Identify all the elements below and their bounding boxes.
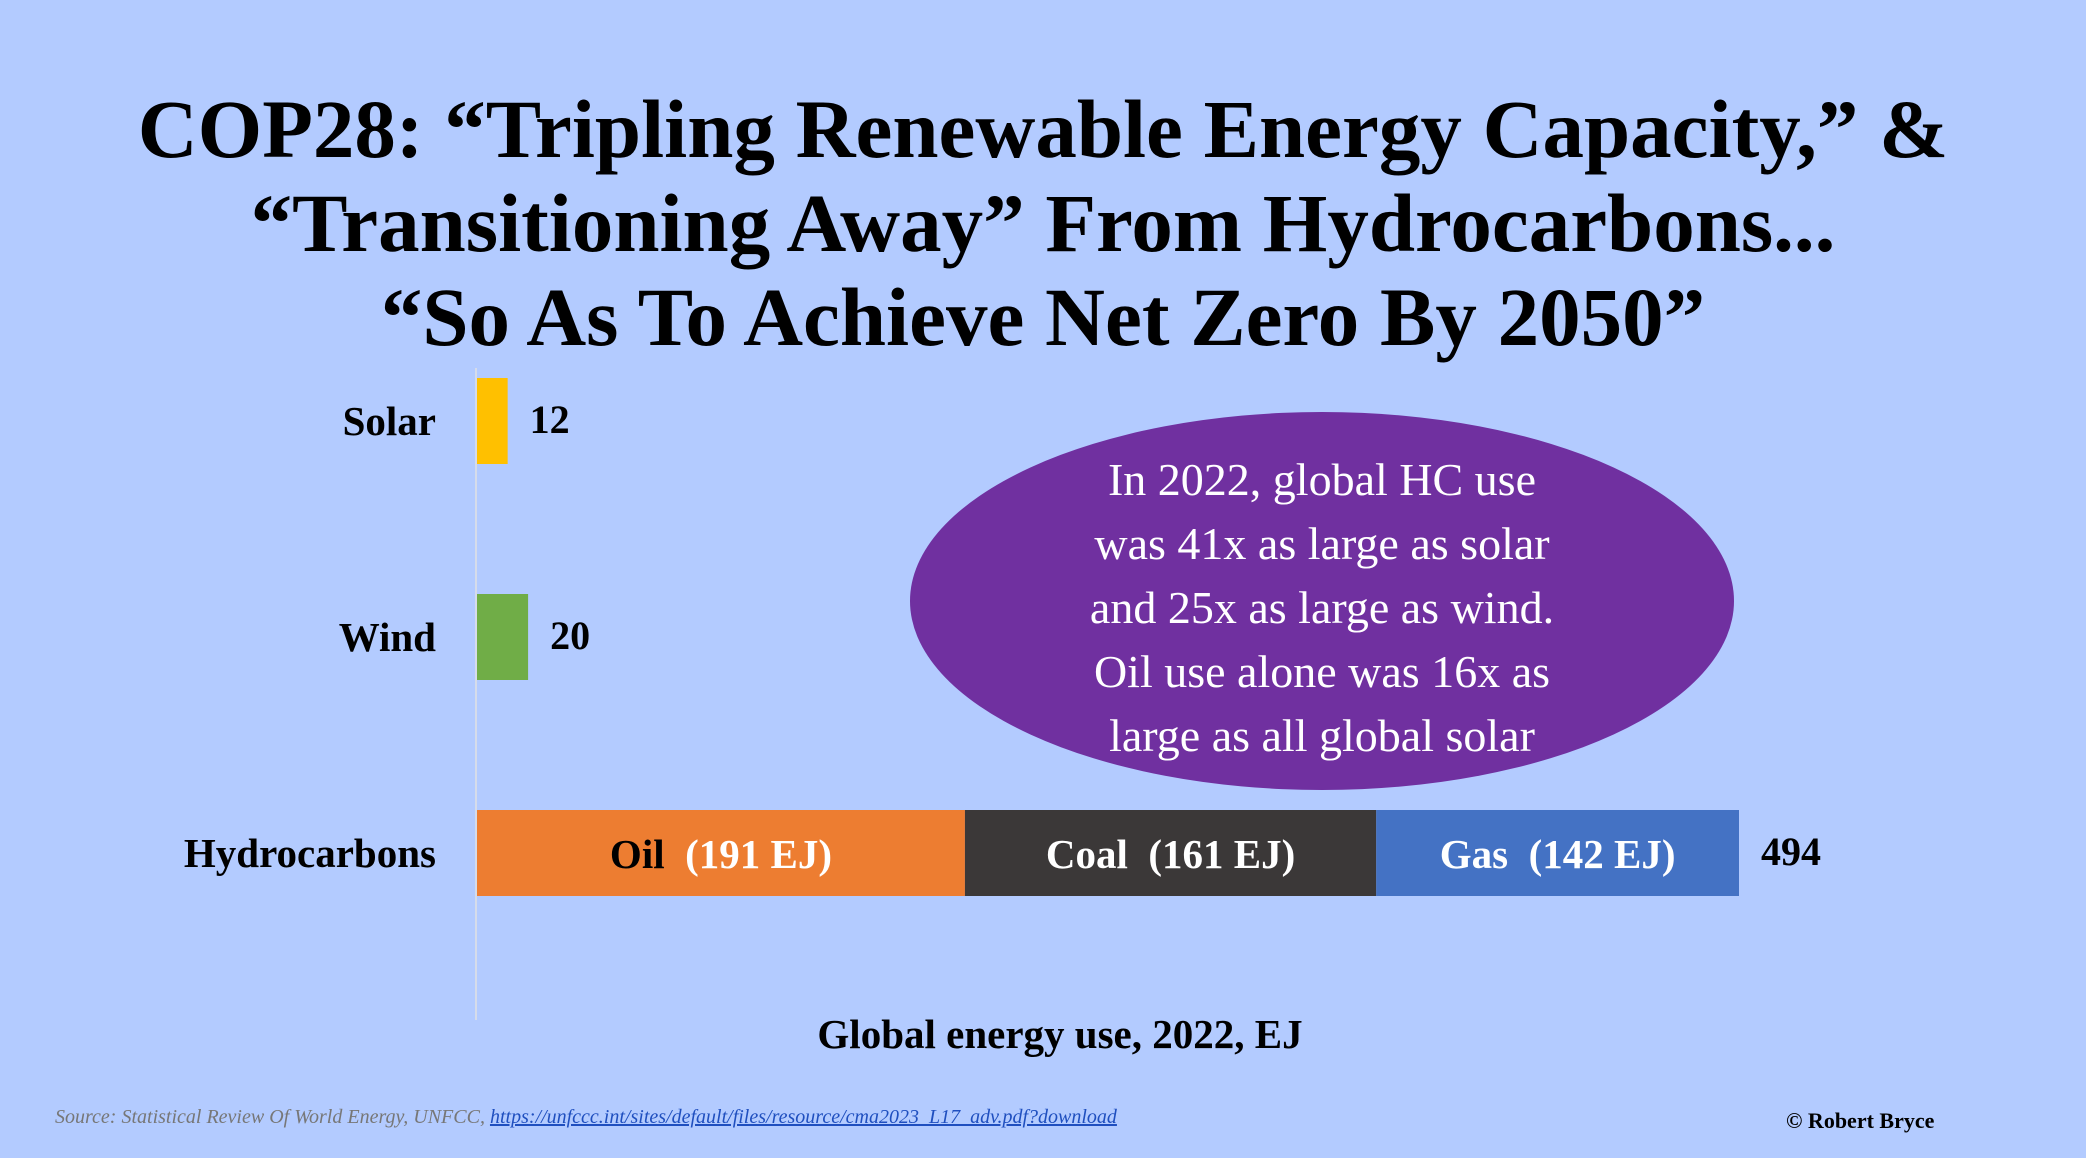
callout-text: In 2022, global HC use was 41x as large … (910, 448, 1734, 768)
category-label: Wind (339, 614, 436, 660)
data-label: 12 (530, 397, 570, 442)
callout-ellipse (910, 412, 1734, 790)
segment-value: (161 EJ) (1148, 831, 1295, 877)
title-line-2: “Transitioning Away” From Hydrocarbons..… (250, 177, 1836, 269)
category-label: Solar (343, 398, 436, 444)
page-title: COP28: “Tripling Renewable Energy Capaci… (0, 82, 2086, 364)
segment-value: (142 EJ) (1529, 831, 1676, 877)
segment-name: Coal (1046, 831, 1149, 877)
bar-segment (477, 594, 529, 680)
title-line-3: “So As To Achieve Net Zero By 2050” (380, 271, 1706, 363)
segment-label: Coal (161 EJ) (1046, 831, 1295, 877)
source-note: Source: Statistical Review Of World Ener… (55, 1106, 1117, 1129)
segment-label: Oil (191 EJ) (610, 831, 832, 877)
source-text: Source: Statistical Review Of World Ener… (55, 1106, 490, 1128)
source-link[interactable]: https://unfccc.int/sites/default/files/r… (489, 1106, 1117, 1128)
bar-segment (477, 378, 508, 464)
bar-segment (477, 810, 965, 896)
data-label: 494 (1761, 829, 1821, 874)
callout-line: In 2022, global HC use (1107, 454, 1536, 505)
bar-segment (1376, 810, 1739, 896)
callout-line: Oil use alone was 16x as (1093, 646, 1551, 697)
segment-label: Gas (142 EJ) (1440, 831, 1676, 877)
segment-name: Oil (610, 831, 685, 877)
callout-line: and 25x as large as wind. (1089, 582, 1555, 633)
segment-name: Gas (1440, 831, 1529, 877)
callout-line: was 41x as large as solar (1094, 518, 1550, 569)
copyright-credit: © Robert Bryce (1786, 1108, 1935, 1133)
callout-line: large as all global solar (1109, 710, 1535, 761)
x-axis-title: Global energy use, 2022, EJ (817, 1011, 1302, 1057)
segment-value: (191 EJ) (685, 831, 832, 877)
category-label: Hydrocarbons (184, 830, 436, 876)
title-line-1: COP28: “Tripling Renewable Energy Capaci… (137, 83, 1949, 175)
data-label: 20 (550, 613, 590, 658)
bar-segment (964, 810, 1377, 896)
